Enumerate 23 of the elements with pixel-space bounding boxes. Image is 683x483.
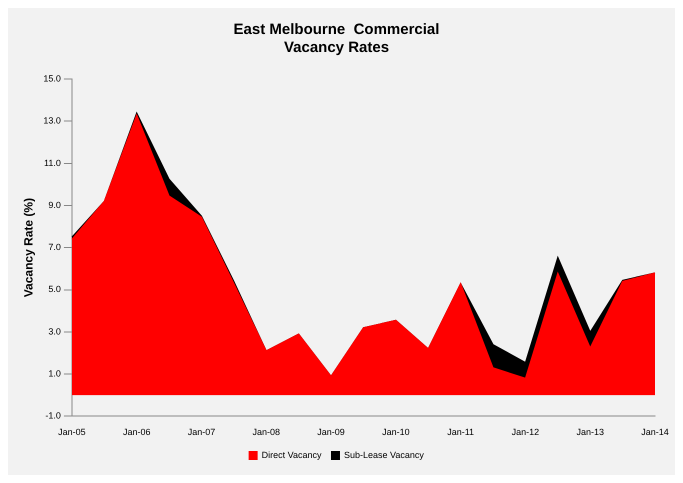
x-tick-label: Jan-11	[447, 427, 474, 438]
chart-title: East Melbourne Commercial Vacancy Rates	[234, 21, 440, 56]
y-axis-title: Vacancy Rate (%)	[22, 198, 36, 298]
x-tick-label: Jan-06	[122, 427, 150, 438]
legend-label: Direct Vacancy	[262, 450, 322, 460]
x-tick-label: Jan-05	[58, 427, 86, 438]
y-tick-label: 9.0	[48, 200, 61, 210]
x-tick-label: Jan-08	[252, 427, 280, 438]
y-tick-label: 11.0	[44, 158, 61, 168]
x-tick-label: Jan-12	[512, 427, 540, 438]
y-tick-label: 1.0	[48, 368, 61, 379]
x-tick-label: Jan-10	[382, 427, 410, 438]
y-tick-label: -1.0	[45, 410, 61, 421]
legend-label: Sub-Lease Vacancy	[344, 450, 424, 460]
y-tick-label: 3.0	[48, 326, 61, 336]
y-tick-label: 5.0	[48, 284, 61, 294]
x-tick-label: Jan-14	[641, 427, 669, 438]
x-tick-label: Jan-07	[188, 427, 216, 438]
y-tick-label: 15.0	[43, 73, 61, 84]
x-tick-label: Jan-13	[576, 427, 604, 438]
y-tick-label: 13.0	[43, 116, 61, 126]
x-tick-label: Jan-09	[317, 427, 345, 438]
y-tick-label: 7.0	[48, 242, 61, 252]
